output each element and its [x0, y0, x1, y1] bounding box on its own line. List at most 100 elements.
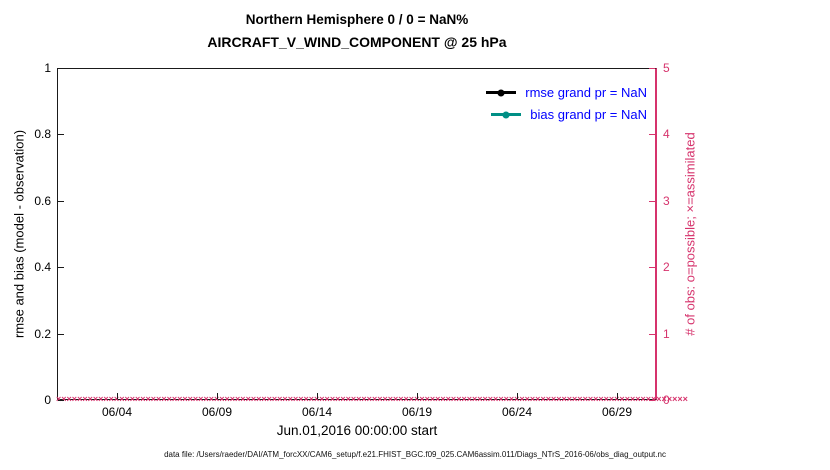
- left-y-tick-label: 0.2: [34, 326, 51, 341]
- legend: rmse grand pr = NaN bias grand pr = NaN: [486, 85, 647, 122]
- assimilated-x-marker: ×: [219, 394, 225, 404]
- assimilated-x-marker: ×: [340, 394, 346, 404]
- assimilated-x-marker: ×: [577, 394, 583, 404]
- assimilated-x-marker: ×: [366, 394, 372, 404]
- assimilated-x-marker: ×: [235, 394, 241, 404]
- assimilated-x-marker: ×: [56, 394, 62, 404]
- assimilated-x-marker: ×: [582, 394, 588, 404]
- assimilated-x-marker: ×: [561, 394, 567, 404]
- assimilated-x-marker: ×: [240, 394, 246, 404]
- assimilated-x-marker: ×: [603, 394, 609, 404]
- assimilated-x-marker: ×: [471, 394, 478, 404]
- assimilated-x-marker: ×: [308, 394, 315, 404]
- x-tickmark: [317, 393, 318, 399]
- assimilated-x-marker: ×: [345, 394, 351, 404]
- assimilated-x-marker: ×: [171, 394, 178, 404]
- left-y-tick-label: 0.6: [34, 193, 51, 208]
- assimilated-x-marker: ×: [445, 394, 451, 404]
- assimilated-x-marker: ×: [498, 394, 504, 404]
- assimilated-x-marker: ×: [572, 394, 578, 404]
- assimilated-x-marker: ×: [456, 394, 462, 404]
- legend-entry-label: bias grand pr = NaN: [530, 107, 647, 122]
- left-y-tickmark: [58, 200, 64, 202]
- assimilated-x-marker: ×: [329, 394, 336, 404]
- legend-entry: bias grand pr = NaN: [486, 107, 647, 122]
- assimilated-x-marker: ×: [461, 394, 467, 404]
- assimilated-x-marker: ×: [477, 394, 483, 404]
- assimilated-x-marker: ×: [424, 394, 430, 404]
- left-y-tickmark: [58, 134, 64, 136]
- left-y-tick-label: 0.8: [34, 127, 51, 142]
- assimilated-x-marker: ×: [319, 394, 325, 404]
- assimilated-x-marker: ×: [256, 394, 262, 404]
- assimilated-x-marker: ×: [82, 394, 88, 404]
- chart-title-line1: Northern Hemisphere 0 / 0 = NaN%: [245, 12, 469, 27]
- assimilated-x-marker: ×: [335, 394, 341, 404]
- assimilated-x-marker: ×: [119, 394, 125, 404]
- assimilated-x-marker: ×: [466, 394, 472, 404]
- assimilated-x-marker: ×: [403, 394, 409, 404]
- left-y-tickmark: [58, 400, 64, 401]
- x-tickmark: [617, 393, 618, 399]
- assimilated-x-marker: ×: [203, 394, 209, 404]
- assimilated-x-marker: ×: [145, 394, 151, 404]
- assimilated-x-marker: ×: [229, 394, 236, 404]
- assimilated-x-marker: ×: [524, 394, 530, 404]
- x-axis-label: Jun.01,2016 00:00:00 start: [276, 423, 438, 438]
- assimilated-x-marker: ×: [192, 394, 199, 404]
- assimilated-x-marker: ×: [166, 394, 172, 404]
- assimilated-x-marker: ×: [608, 394, 615, 404]
- assimilated-x-marker: ×: [635, 394, 641, 404]
- x-tick-label: 06/04: [101, 405, 133, 419]
- right-y-tickmark: [649, 400, 655, 401]
- assimilated-x-marker: ×: [393, 394, 399, 404]
- assimilated-x-marker: ×: [224, 394, 230, 404]
- plot-area: rmse grand pr = NaN bias grand pr = NaN ×…: [56, 68, 688, 404]
- left-y-tick-label: 1: [44, 61, 51, 75]
- right-y-tick-label: 3: [663, 193, 670, 208]
- assimilated-x-marker: ×: [629, 394, 636, 404]
- assimilated-x-marker: ×: [556, 394, 562, 404]
- assimilated-x-marker: ×: [87, 394, 93, 404]
- right-y-tick-label: 1: [663, 326, 670, 341]
- x-tickmark: [217, 393, 218, 399]
- assimilated-x-marker: ×: [124, 394, 130, 404]
- assimilated-x-marker: ×: [92, 394, 99, 404]
- assimilated-x-marker: ×: [429, 394, 436, 404]
- assimilated-x-marker: ×: [161, 394, 167, 404]
- assimilated-x-marker: ×: [134, 394, 141, 404]
- left-y-tick-label: 0.4: [34, 260, 51, 275]
- assimilated-x-marker: ×: [651, 394, 657, 404]
- x-tick-label: 06/19: [401, 405, 433, 419]
- assimilated-x-marker: ×: [435, 394, 441, 404]
- chart-title-line2: AIRCRAFT_V_WIND_COMPONENT @ 25 hPa: [207, 34, 507, 50]
- right-y-tick-label: 0: [663, 393, 670, 407]
- assimilated-x-marker: ×: [261, 394, 267, 404]
- assimilated-x-marker: ×: [450, 394, 457, 404]
- assimilated-x-marker: ×: [282, 394, 288, 404]
- right-y-tick-label: 2: [663, 260, 670, 275]
- assimilated-x-marker: ×: [298, 394, 304, 404]
- assimilated-x-marker: ×: [108, 394, 114, 404]
- legend-line-sample: [491, 111, 522, 118]
- assimilated-x-marker: ×: [387, 394, 393, 404]
- assimilated-x-marker: ×: [493, 394, 499, 404]
- assimilated-x-marker: ×: [503, 394, 509, 404]
- assimilated-x-marker: ×: [61, 394, 67, 404]
- x-tick-label: 06/14: [301, 405, 333, 419]
- data-file-caption: data file: /Users/raeder/DAI/ATM_forcXX/…: [164, 450, 666, 459]
- right-y-tick-label: 5: [663, 61, 670, 75]
- assimilated-x-marker: ×: [182, 394, 188, 404]
- x-tick-label: 06/29: [601, 405, 633, 419]
- assimilated-x-marker: ×: [624, 394, 630, 404]
- x-tickmark: [417, 393, 418, 399]
- assimilated-x-marker: ×: [487, 394, 494, 404]
- assimilated-x-marker: ×: [587, 394, 594, 404]
- right-y-tickmark: [649, 267, 655, 269]
- assimilated-x-marker: ×: [550, 394, 557, 404]
- assimilated-x-marker: ×: [540, 394, 546, 404]
- assimilated-x-marker: ×: [66, 394, 72, 404]
- assimilated-x-marker: ×: [508, 394, 515, 404]
- x-tickmark: [117, 393, 118, 399]
- assimilated-x-marker: ×: [287, 394, 293, 404]
